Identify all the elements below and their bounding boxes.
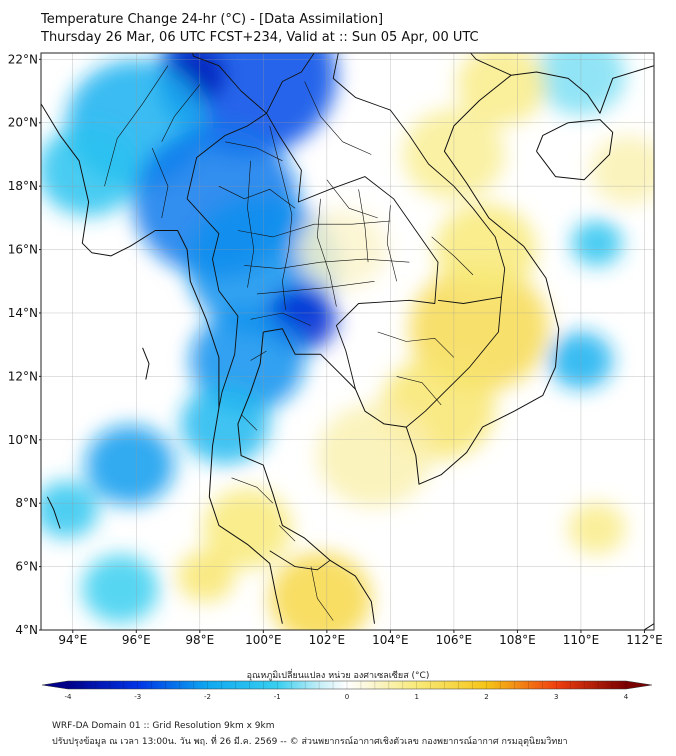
lon-tick-label: 100°E <box>245 633 282 647</box>
country-border <box>332 53 506 428</box>
lat-tick-label: 6°N <box>15 560 38 574</box>
province-border <box>231 477 274 504</box>
lon-tick-label: 104°E <box>372 633 409 647</box>
colorbar-tick-label: 3 <box>554 693 558 701</box>
colorbar-outline <box>41 680 653 690</box>
lat-tick-label: 14°N <box>8 306 38 320</box>
province-border <box>269 125 293 310</box>
province-border <box>161 84 201 142</box>
lat-tick-label: 10°N <box>8 433 38 447</box>
temperature-change-map: 22°N 20°N 18°N 16°N 14°N 12°N 10°N 8°N 6°N 4°N 94… <box>8 52 663 647</box>
province-border <box>304 81 372 155</box>
province-border <box>278 525 296 542</box>
lon-tick-label: 112°E <box>626 633 663 647</box>
map-title: Temperature Change 24-hr (°C) - [Data As… <box>41 12 384 27</box>
lon-tick-label: 94°E <box>58 633 87 647</box>
colorbar-tick-label: -1 <box>274 693 281 701</box>
lon-tick-label: 106°E <box>436 633 473 647</box>
field-blob <box>457 53 546 125</box>
lon-tick-label: 102°E <box>309 633 346 647</box>
coastline <box>46 496 61 529</box>
country-border <box>437 296 502 304</box>
footer-credit: ปรับปรุงข้อมูล ณ เวลา 13:00น. วัน พฤ. ที… <box>52 737 568 747</box>
colorbar-gradient <box>68 681 626 689</box>
lon-tick-label: 96°E <box>122 633 151 647</box>
province-border <box>218 185 296 209</box>
field-blob <box>317 404 432 508</box>
coastline <box>263 65 654 485</box>
coastlines-and-borders <box>41 53 654 630</box>
colorbar-tick-label: 1 <box>415 693 419 701</box>
lat-tick-label: 12°N <box>8 369 38 383</box>
map-subtitle: Thursday 26 Mar, 06 UTC FCST+234, Valid … <box>41 30 479 45</box>
coastline <box>536 119 614 181</box>
field-blob <box>571 220 623 267</box>
map-frame <box>40 52 655 631</box>
colorbar: -4 -3 -2 -1 0 1 2 3 4 <box>41 680 653 701</box>
province-border <box>326 179 378 219</box>
lon-tick-label: 108°E <box>499 633 536 647</box>
lat-tick-label: 16°N <box>8 243 38 257</box>
coastline <box>142 347 150 380</box>
province-border <box>250 312 312 326</box>
colorbar-tick-label: -3 <box>134 693 141 701</box>
lat-tick-label: 4°N <box>15 623 38 637</box>
colorbar-tick-label: 0 <box>345 693 349 701</box>
colorbar-max-extension <box>626 681 652 689</box>
province-border <box>386 205 397 282</box>
province-border <box>317 198 337 307</box>
field-blob <box>177 550 235 602</box>
coastline <box>41 103 283 624</box>
province-border <box>256 281 375 295</box>
province-border <box>310 566 334 621</box>
colorbar-min-extension <box>42 681 68 689</box>
colorbar-label: อุณหภูมิเปลี่ยนแปลง หน่วย องศาเซลเซียส (… <box>246 671 430 681</box>
province-border <box>396 376 442 406</box>
country-border <box>186 53 267 409</box>
field-blob <box>269 552 372 630</box>
lat-tick-label: 20°N <box>8 116 38 130</box>
field-blob <box>82 554 159 624</box>
lon-tick-label: 98°E <box>185 633 214 647</box>
province-border <box>431 236 474 276</box>
colorbar-tick-label: 4 <box>624 693 629 701</box>
country-border <box>266 112 439 390</box>
province-border <box>151 147 169 218</box>
graticule <box>41 53 654 630</box>
province-border <box>250 350 267 361</box>
coastline <box>237 331 375 624</box>
lon-tick-label: 110°E <box>563 633 600 647</box>
lat-tick-label: 22°N <box>8 52 38 66</box>
latitude-labels: 22°N 20°N 18°N 16°N 14°N 12°N 10°N 8°N 6°N 4°N <box>8 52 41 637</box>
field-blob <box>41 480 99 539</box>
colorbar-tick-label: 2 <box>484 693 488 701</box>
country-border <box>469 53 512 76</box>
footer-model-info: WRF-DA Domain 01 :: Grid Resolution 9km … <box>52 721 275 731</box>
longitude-labels: 94°E 96°E 98°E 100°E 102°E 104°E 106°E 108°E 110… <box>58 630 663 647</box>
field-blob <box>590 136 654 205</box>
country-border <box>269 550 331 571</box>
province-border <box>247 160 255 288</box>
province-border <box>104 65 169 187</box>
province-border <box>358 189 369 263</box>
colorbar-tick-label: -4 <box>65 693 73 701</box>
province-border <box>237 220 391 238</box>
lat-tick-label: 8°N <box>15 496 38 510</box>
field-blob <box>568 502 626 555</box>
province-border <box>225 141 283 162</box>
lat-tick-label: 18°N <box>8 179 38 193</box>
province-border <box>240 414 258 431</box>
field-blob <box>180 383 270 464</box>
colorbar-tick-label: -2 <box>204 693 211 701</box>
field-blob <box>85 425 175 506</box>
country-border <box>266 53 317 114</box>
province-border <box>377 331 455 358</box>
field-blob <box>202 488 292 569</box>
province-border <box>244 258 410 269</box>
